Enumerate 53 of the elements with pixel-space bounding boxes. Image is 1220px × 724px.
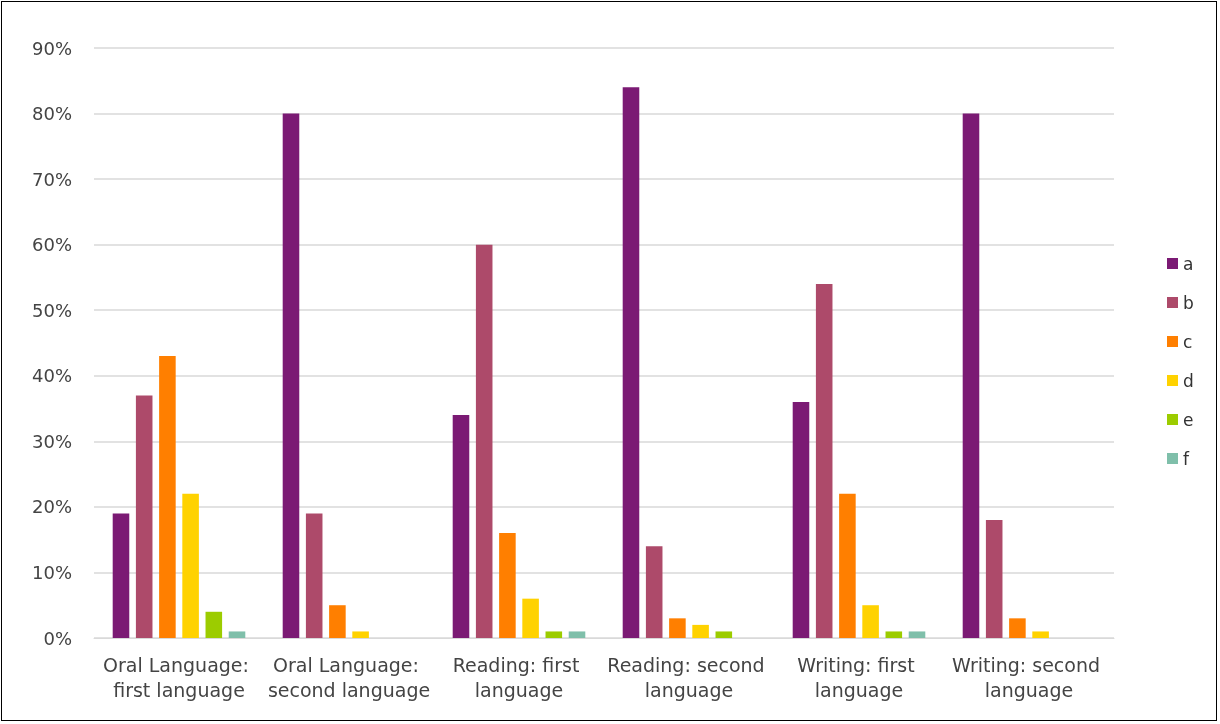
bar xyxy=(715,631,733,638)
bar xyxy=(885,631,903,638)
legend-label: b xyxy=(1183,292,1194,313)
bar xyxy=(908,631,926,638)
bar xyxy=(112,513,130,638)
x-tick-label: Oral Language: first language xyxy=(103,653,255,701)
legend-label: e xyxy=(1183,409,1194,430)
x-tick-label: Reading: second language xyxy=(607,653,771,701)
x-tick-label: Oral Language: second language xyxy=(267,653,431,701)
y-tick-label: 60% xyxy=(31,234,72,256)
bar xyxy=(352,631,369,638)
bar xyxy=(522,598,539,638)
y-tick-label: 80% xyxy=(31,103,72,125)
legend-label: f xyxy=(1183,448,1190,469)
y-tick-label: 50% xyxy=(31,299,72,321)
bar xyxy=(792,402,810,638)
bar xyxy=(452,415,470,638)
y-tick-label: 0% xyxy=(43,627,72,649)
x-tick-label: Writing: first language xyxy=(797,653,921,701)
bar xyxy=(499,533,516,638)
bar xyxy=(962,113,980,638)
x-tick-label: Reading: first language xyxy=(452,653,586,701)
legend-label: a xyxy=(1183,253,1194,274)
bar xyxy=(839,493,856,638)
y-tick-label: 70% xyxy=(31,168,72,190)
bar xyxy=(305,513,323,638)
bar xyxy=(205,611,223,638)
bar xyxy=(475,244,493,638)
bar xyxy=(669,618,686,638)
y-tick-label: 40% xyxy=(31,365,72,387)
bar xyxy=(545,631,563,638)
bar xyxy=(622,87,640,638)
bar xyxy=(645,546,663,638)
bar xyxy=(862,605,879,638)
x-tick-label: Writing: second language xyxy=(951,653,1107,701)
legend-label: d xyxy=(1183,370,1194,391)
y-tick-label: 30% xyxy=(31,430,72,452)
bar xyxy=(815,284,833,638)
bar xyxy=(985,520,1003,638)
bar xyxy=(692,624,709,638)
bar xyxy=(135,395,153,638)
y-tick-label: 20% xyxy=(31,496,72,518)
y-tick-label: 90% xyxy=(31,37,72,59)
bar xyxy=(282,113,300,638)
bar xyxy=(568,631,586,638)
y-tick-label: 10% xyxy=(31,561,72,583)
legend-label: c xyxy=(1183,331,1193,352)
bar xyxy=(182,493,199,638)
bar xyxy=(1009,618,1026,638)
bar xyxy=(228,631,246,638)
bar xyxy=(159,356,176,638)
bar xyxy=(329,605,346,638)
bar xyxy=(1032,631,1049,638)
